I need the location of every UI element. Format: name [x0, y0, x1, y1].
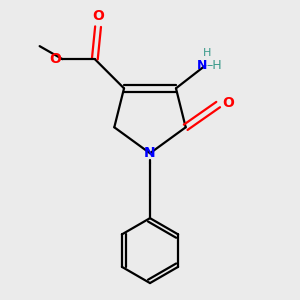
Text: –H: –H — [207, 59, 222, 72]
Text: O: O — [92, 9, 104, 23]
Text: O: O — [49, 52, 61, 66]
Text: H: H — [202, 49, 211, 58]
Text: N: N — [144, 146, 156, 160]
Text: N: N — [196, 59, 207, 72]
Text: O: O — [222, 96, 234, 110]
